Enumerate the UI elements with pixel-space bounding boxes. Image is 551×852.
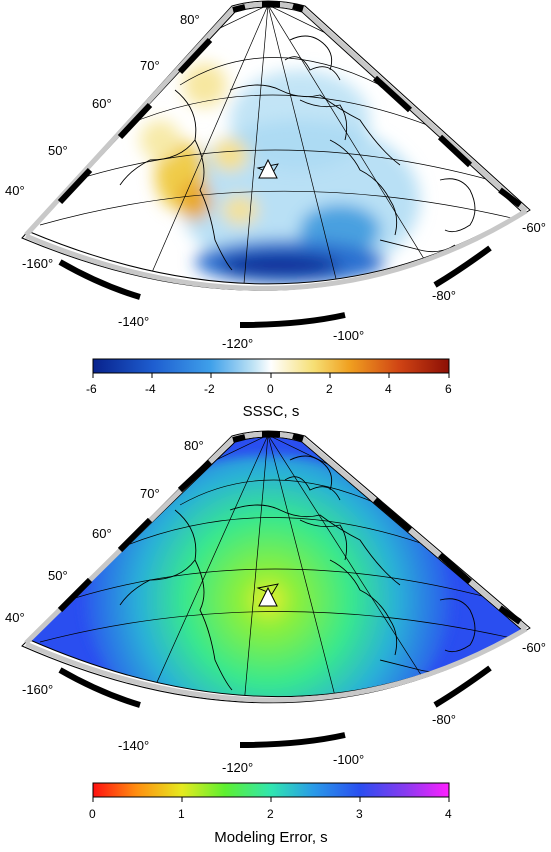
modeling-error-lat-label-70: 70° [140, 486, 160, 501]
sssc-lat-label-70: 70° [140, 58, 160, 73]
sssc-map: 80° 70° 60° 50° 40° -160° -140° -120° -1… [5, 0, 546, 351]
modeling-error-tick: 2 [267, 807, 274, 821]
sssc-lat-label-40: 40° [5, 183, 25, 198]
sssc-tick: 2 [326, 382, 333, 396]
sssc-colorbar: -6 -4 -2 0 2 4 6 SSSC, s [86, 358, 452, 420]
sssc-lon-label-60: -60° [522, 220, 546, 235]
sssc-map-border [29, 6, 523, 285]
modeling-error-lat-label-40: 40° [5, 610, 25, 625]
modeling-error-lon-label-80: -80° [432, 712, 456, 727]
sssc-lon-label-100: -100° [333, 328, 364, 343]
modeling-error-lat-label-80: 80° [184, 438, 204, 453]
modeling-error-colorbar: 0 1 2 3 4 Modeling Error, s [89, 782, 452, 846]
modeling-error-colorbar-ramp [92, 782, 450, 798]
sssc-lon-label-120: -120° [222, 336, 253, 351]
sssc-tick: -6 [86, 382, 97, 396]
modeling-error-lon-label-140: -140° [118, 738, 149, 753]
sssc-tick: 6 [445, 382, 452, 396]
modeling-error-map: 80° 70° 60° 50° 40° -160° -140° -120° -1… [5, 430, 546, 775]
modeling-error-field [30, 437, 522, 697]
sssc-tick: -2 [204, 382, 215, 396]
sssc-lat-label-60: 60° [92, 96, 112, 111]
sssc-lat-label-80: 80° [180, 12, 200, 27]
station-triangle [258, 158, 278, 179]
modeling-error-tick: 3 [356, 807, 363, 821]
sssc-lat-label-50: 50° [48, 143, 68, 158]
modeling-error-lon-label-100: -100° [333, 752, 364, 767]
sssc-tick: -4 [145, 382, 156, 396]
modeling-error-tick: 4 [445, 807, 452, 821]
sssc-tick: 0 [267, 382, 274, 396]
sssc-colorbar-ramp [92, 358, 450, 374]
sssc-lon-label-80: -80° [432, 288, 456, 303]
modeling-error-tick: 0 [89, 807, 96, 821]
station-triangle [258, 586, 278, 607]
sssc-colorbar-title: SSSC, s [243, 403, 300, 420]
modeling-error-colorbar-title: Modeling Error, s [214, 829, 327, 846]
modeling-error-map-frame [21, 430, 531, 748]
modeling-error-lon-label-60: -60° [522, 640, 546, 655]
modeling-error-tick: 1 [178, 807, 185, 821]
sssc-graticule [39, 7, 521, 284]
sssc-tick: 4 [385, 382, 392, 396]
sssc-map-frame [21, 0, 531, 328]
modeling-error-lat-label-50: 50° [48, 568, 68, 583]
sssc-lon-label-160: -160° [22, 256, 53, 271]
modeling-error-lon-label-160: -160° [22, 682, 53, 697]
sssc-lon-label-140: -140° [118, 314, 149, 329]
modeling-error-lat-label-60: 60° [92, 526, 112, 541]
modeling-error-lon-label-120: -120° [222, 760, 253, 775]
